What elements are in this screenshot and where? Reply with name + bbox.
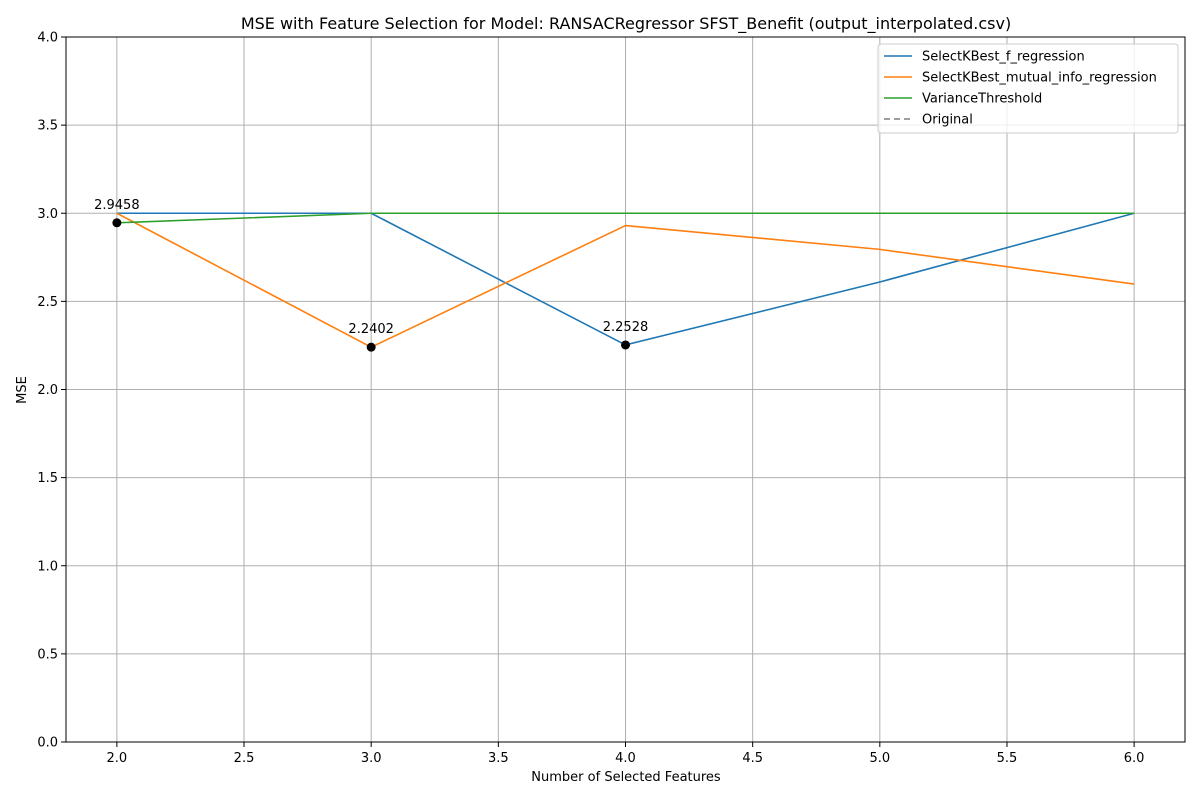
y-tick-label: 3.0	[37, 207, 58, 222]
min-point-label: 2.2528	[603, 320, 649, 335]
x-tick-label: 4.0	[615, 751, 636, 766]
min-point-marker	[621, 340, 630, 350]
y-tick-label: 0.5	[37, 647, 58, 662]
min-point-label: 2.2402	[348, 322, 394, 337]
axis-ticks: 2.0 2.5 3.0 3.5 4.0 4.5 5.0 5.5 6.0 0.0 0.5 1.0 1.5 2…	[37, 31, 1144, 767]
min-point-marker	[366, 342, 376, 352]
legend-label: SelectKBest_mutual_info_regression	[922, 71, 1157, 86]
y-tick-label: 1.0	[37, 559, 58, 574]
y-tick-label: 0.0	[37, 736, 58, 751]
x-tick-label: 2.5	[234, 751, 255, 766]
x-tick-label: 4.5	[742, 751, 763, 766]
chart-title: MSE with Feature Selection for Model: RA…	[241, 14, 1011, 34]
y-tick-label: 1.5	[37, 471, 58, 486]
series-line-selectkbest-mutual-info-regression	[116, 212, 1135, 348]
y-tick-label: 2.0	[37, 383, 58, 398]
legend-label: SelectKBest_f_regression	[922, 50, 1085, 65]
grid	[66, 36, 1185, 743]
min-point-marker	[112, 218, 122, 228]
min-point-label: 2.9458	[94, 198, 140, 213]
y-tick-label: 4.0	[37, 31, 58, 46]
y-tick-label: 2.5	[37, 295, 58, 310]
series-line-variancethreshold	[116, 212, 1135, 224]
x-tick-label: 3.0	[361, 751, 382, 766]
x-tick-label: 6.0	[1124, 751, 1145, 766]
legend-box	[877, 43, 1179, 134]
y-axis-label: MSE	[15, 376, 30, 404]
x-tick-label: 3.5	[488, 751, 509, 766]
legend-label: VarianceThreshold	[922, 92, 1042, 107]
x-tick-label: 5.0	[869, 751, 890, 766]
x-tick-label: 2.0	[107, 751, 128, 766]
x-axis-label: Number of Selected Features	[531, 770, 721, 785]
legend-label: Original	[922, 113, 973, 128]
x-tick-label: 5.5	[997, 751, 1018, 766]
legend: SelectKBest_f_regression SelectKBest_mutu…	[877, 43, 1179, 134]
y-tick-label: 3.5	[37, 119, 58, 134]
point-markers: 2.9458 2.2402 2.2528	[94, 198, 648, 352]
